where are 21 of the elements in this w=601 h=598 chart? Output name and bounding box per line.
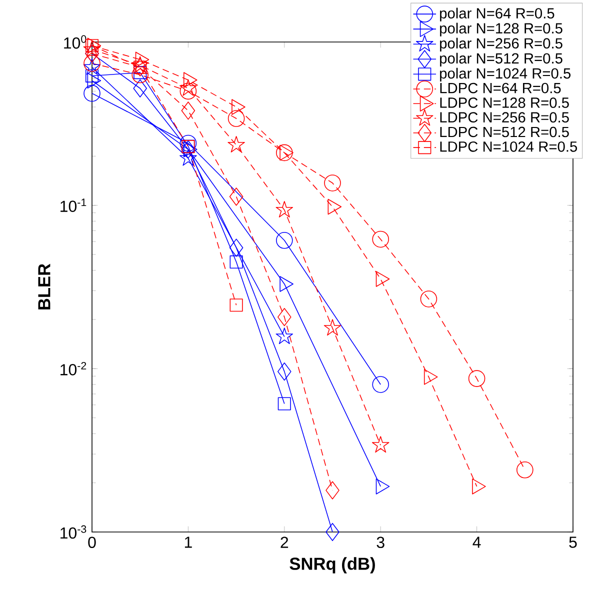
legend-label: polar N=256 R=0.5 — [440, 38, 562, 52]
x-tick-label: 2 — [280, 536, 288, 548]
y-tick-label: 10$^{-1}$ — [60, 198, 86, 212]
y-tick-label: 10$^{-3}$ — [60, 525, 86, 539]
x-tick-label: 0 — [88, 536, 96, 548]
x-tick-label: 4 — [472, 536, 481, 548]
legend-label: LDPC N=1024 R=0.5 — [440, 141, 578, 152]
x-axis-title: SNRq (dB) — [290, 557, 375, 574]
legend-label: LDPC N=512 R=0.5 — [440, 126, 569, 138]
legend-label: polar N=512 R=0.5 — [440, 52, 562, 66]
x-tick-label: 3 — [376, 536, 384, 548]
legend-label: LDPC N=128 R=0.5 — [440, 98, 569, 108]
legend-label: LDPC N=64 R=0.5 — [440, 82, 561, 94]
legend-label: polar N=128 R=0.5 — [440, 22, 562, 36]
legend-label: polar N=64 R=0.5 — [440, 8, 554, 22]
x-tick-label: 5 — [569, 536, 577, 548]
legend-label: polar N=1024 R=0.5 — [440, 68, 571, 82]
x-tick-label: 1 — [184, 536, 192, 548]
legend-label: LDPC N=256 R=0.5 — [440, 112, 569, 123]
y-tick-label: 10$^{-2}$ — [60, 362, 86, 376]
y-axis-title: BLER — [38, 264, 50, 310]
